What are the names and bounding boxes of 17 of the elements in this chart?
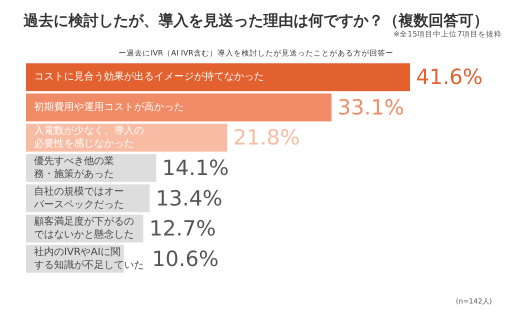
y-tick-label: 初期費用や運用コストが高かった <box>34 100 184 113</box>
y-tick-label: 優先すべき他の業務・施策があった <box>34 155 114 180</box>
data-label: 33.1% <box>338 95 404 120</box>
data-label: 13.4% <box>156 186 222 210</box>
data-label: 21.8% <box>233 126 300 150</box>
y-tick-label: コストに見合う効果が出るイメージが持てなかった <box>34 70 264 83</box>
chart-title: 過去に検討したが、導入を見送った理由は何ですか？（複数回答可） <box>22 12 488 30</box>
y-tick-label: 社内のIVRやAIに関する知識が不足していた <box>34 246 144 271</box>
y-tick-label: 自社の規模ではオーバースペックだった <box>33 185 124 210</box>
bar <box>26 63 410 92</box>
data-label: 10.6% <box>152 246 219 271</box>
bar <box>26 93 332 122</box>
data-label: 14.1% <box>162 156 229 180</box>
y-tick-label: 顧客満足度が下がるのではないかと懸念した <box>34 216 134 241</box>
y-tick-label: 入電数が少なく、導入の必要性を感じなかった <box>34 124 144 150</box>
data-label: 41.6% <box>416 65 483 90</box>
data-label: 12.7% <box>149 216 216 241</box>
